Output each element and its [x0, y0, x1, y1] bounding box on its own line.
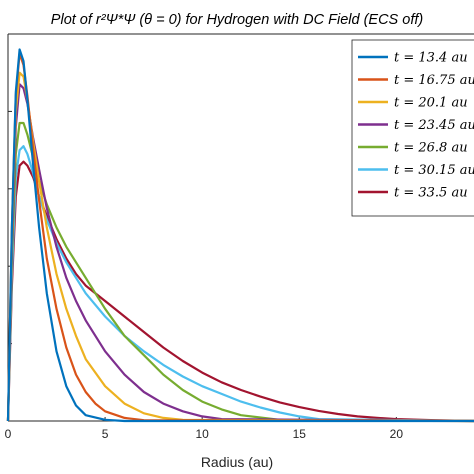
legend-box: [351, 39, 474, 217]
series-line-1: [6, 48, 474, 423]
legend-label-1: t = 13.4 au: [394, 51, 468, 66]
x-tick-label: 0: [5, 427, 12, 441]
legend-label-7: t = 33.5 au: [394, 186, 468, 201]
x-tick-label: 5: [102, 427, 109, 441]
series-line-4: [6, 83, 474, 423]
x-tick-label: 10: [195, 427, 209, 441]
series-lines: [6, 48, 474, 423]
legend-label-5: t = 26.8 au: [394, 141, 468, 156]
legend-label-6: t = 30.15 au: [394, 163, 474, 178]
x-ticks: 0 5 10 15 20: [5, 417, 404, 441]
series-line-6: [6, 145, 474, 423]
x-axis-label: Radius (au): [201, 454, 273, 470]
series-line-3: [6, 71, 474, 423]
legend-label-3: t = 20.1 au: [394, 96, 468, 111]
legend-items: t = 13.4 au t = 16.75 au t = 20.1 au t = 23…: [358, 51, 474, 201]
legend: t = 13.4 au t = 16.75 au t = 20.1 au t = 23…: [351, 39, 474, 217]
chart-title: Plot of r²Ψ*Ψ (θ = 0) for Hydrogen with …: [51, 12, 423, 28]
legend-label-4: t = 23.45 au: [394, 118, 474, 133]
series-line-7: [6, 160, 474, 423]
legend-label-2: t = 16.75 au: [394, 73, 474, 88]
x-tick-label: 20: [390, 427, 404, 441]
x-tick-label: 15: [293, 427, 307, 441]
series-line-5: [6, 121, 474, 423]
